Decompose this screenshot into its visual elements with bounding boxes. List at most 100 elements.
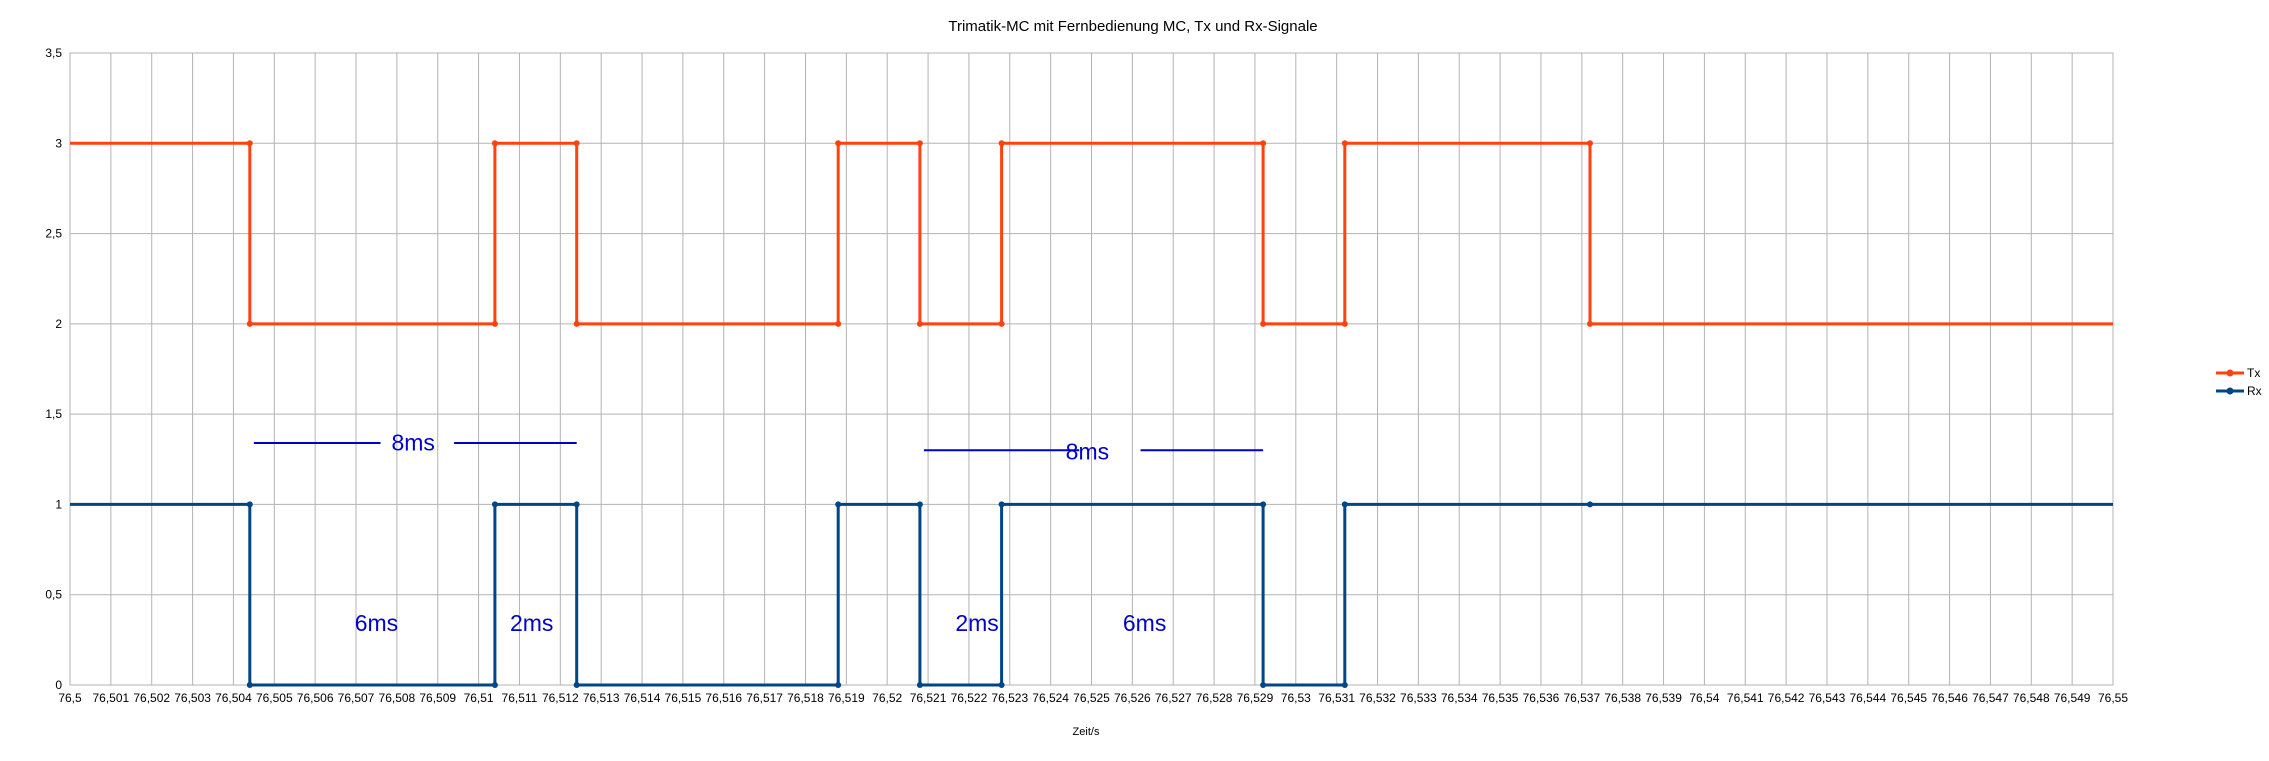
data-point bbox=[1260, 682, 1267, 688]
x-tick-label: 76,518 bbox=[787, 691, 824, 705]
x-tick-label: 76,515 bbox=[665, 691, 702, 705]
data-point bbox=[835, 320, 842, 327]
x-tick-label: 76,533 bbox=[1400, 691, 1437, 705]
x-tick-label: 76,547 bbox=[1972, 691, 2009, 705]
data-point bbox=[1341, 140, 1348, 147]
x-tick-label: 76,506 bbox=[297, 691, 334, 705]
x-tick-label: 76,5 bbox=[58, 691, 82, 705]
x-tick-label: 76,543 bbox=[1809, 691, 1846, 705]
x-tick-label: 76,508 bbox=[379, 691, 416, 705]
annotation-label: 2ms bbox=[510, 610, 553, 636]
data-point bbox=[998, 320, 1005, 327]
x-tick-label: 76,509 bbox=[419, 691, 456, 705]
data-point bbox=[1260, 320, 1267, 327]
x-tick-label: 76,514 bbox=[624, 691, 661, 705]
legend-label: Tx bbox=[2247, 366, 2260, 380]
data-point bbox=[573, 320, 580, 327]
y-tick-label: 2,5 bbox=[45, 227, 62, 241]
y-tick-label: 1 bbox=[55, 497, 62, 511]
chart-title: Trimatik-MC mit Fernbedienung MC, Tx und… bbox=[948, 18, 1317, 35]
x-tick-label: 76,524 bbox=[1032, 691, 1069, 705]
y-tick-label: 1,5 bbox=[45, 407, 62, 421]
data-point bbox=[491, 501, 498, 508]
data-point bbox=[491, 320, 498, 327]
data-point bbox=[1341, 501, 1348, 508]
data-point bbox=[916, 682, 923, 688]
x-axis-ticks: 76,5 76,501 76,502 76,503 76,504 76,505 76,506… bbox=[58, 691, 2128, 705]
data-point bbox=[573, 682, 580, 688]
legend-swatch-marker bbox=[2226, 369, 2234, 377]
y-axis-ticks: 0 0,5 1 1,5 2 2,5 3 3,5 bbox=[45, 46, 62, 692]
x-tick-label: 76,507 bbox=[338, 691, 375, 705]
x-tick-label: 76,537 bbox=[1563, 691, 1600, 705]
y-tick-label: 2 bbox=[55, 317, 62, 331]
data-point bbox=[573, 140, 580, 147]
x-tick-label: 76,513 bbox=[583, 691, 620, 705]
x-tick-label: 76,544 bbox=[1849, 691, 1886, 705]
legend-swatch-marker bbox=[2226, 387, 2234, 395]
annotations: 8ms 8ms 6ms 2ms 2ms 6ms bbox=[253, 429, 1264, 636]
x-tick-label: 76,529 bbox=[1237, 691, 1274, 705]
annotation-label: 2ms bbox=[955, 610, 998, 636]
series-rx bbox=[70, 501, 2113, 688]
x-tick-label: 76,538 bbox=[1604, 691, 1641, 705]
data-point bbox=[1586, 501, 1593, 508]
data-point bbox=[491, 140, 498, 147]
x-tick-label: 76,52 bbox=[872, 691, 902, 705]
x-tick-label: 76,505 bbox=[256, 691, 293, 705]
x-tick-label: 76,549 bbox=[2054, 691, 2091, 705]
data-point bbox=[916, 501, 923, 508]
x-tick-label: 76,522 bbox=[951, 691, 988, 705]
x-tick-label: 76,504 bbox=[215, 691, 252, 705]
data-point bbox=[1341, 682, 1348, 688]
x-tick-label: 76,546 bbox=[1931, 691, 1968, 705]
x-tick-label: 76,545 bbox=[1890, 691, 1927, 705]
x-tick-label: 76,519 bbox=[828, 691, 865, 705]
data-point bbox=[835, 140, 842, 147]
y-tick-label: 0,5 bbox=[45, 588, 62, 602]
x-tick-label: 76,512 bbox=[542, 691, 579, 705]
x-tick-label: 76,511 bbox=[502, 691, 538, 705]
y-tick-label: 3 bbox=[55, 136, 62, 150]
x-tick-label: 76,54 bbox=[1689, 691, 1719, 705]
data-point bbox=[1586, 140, 1593, 147]
data-point bbox=[835, 682, 842, 688]
x-tick-label: 76,535 bbox=[1482, 691, 1519, 705]
plot-area-border bbox=[69, 52, 2114, 686]
x-tick-label: 76,502 bbox=[133, 691, 170, 705]
x-tick-label: 76,542 bbox=[1768, 691, 1805, 705]
data-point bbox=[1260, 140, 1267, 147]
x-tick-label: 76,521 bbox=[910, 691, 947, 705]
data-point bbox=[246, 501, 253, 508]
data-point bbox=[916, 320, 923, 327]
data-point bbox=[1586, 320, 1593, 327]
series bbox=[70, 140, 2113, 688]
data-point bbox=[916, 140, 923, 147]
x-tick-label: 76,517 bbox=[746, 691, 783, 705]
data-point bbox=[246, 140, 253, 147]
x-axis-label: Zeit/s bbox=[1073, 726, 1100, 738]
x-tick-label: 76,539 bbox=[1645, 691, 1682, 705]
annotation-label: 6ms bbox=[1123, 610, 1166, 636]
x-tick-label: 76,55 bbox=[2098, 691, 2128, 705]
data-point bbox=[246, 682, 253, 688]
data-point bbox=[491, 682, 498, 688]
series-line-tx bbox=[70, 141, 2113, 326]
x-tick-label: 76,534 bbox=[1441, 691, 1478, 705]
x-tick-label: 76,525 bbox=[1073, 691, 1110, 705]
legend-item-rx: Rx bbox=[2216, 384, 2262, 398]
annotation-label: 8ms bbox=[391, 429, 434, 455]
x-tick-label: 76,531 bbox=[1318, 691, 1355, 705]
data-point bbox=[998, 140, 1005, 147]
x-tick-label: 76,51 bbox=[464, 691, 494, 705]
x-tick-label: 76,527 bbox=[1155, 691, 1192, 705]
data-point bbox=[1260, 501, 1267, 508]
x-tick-label: 76,548 bbox=[2013, 691, 2050, 705]
data-point bbox=[835, 501, 842, 508]
x-tick-label: 76,523 bbox=[991, 691, 1028, 705]
x-tick-label: 76,501 bbox=[93, 691, 130, 705]
annotation-label: 8ms bbox=[1066, 438, 1109, 464]
legend: Tx Rx bbox=[2216, 366, 2262, 398]
x-tick-label: 76,516 bbox=[705, 691, 742, 705]
